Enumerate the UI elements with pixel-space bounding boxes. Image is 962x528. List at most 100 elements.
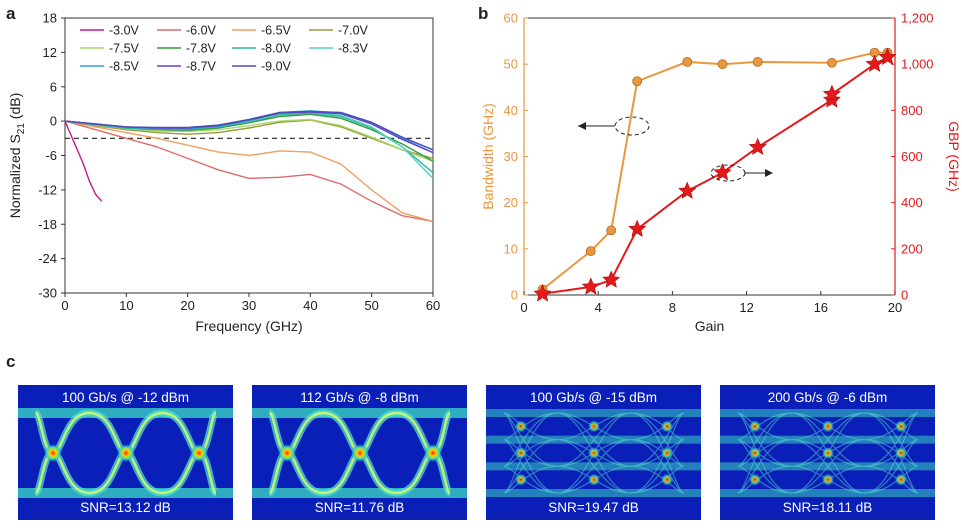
eye-level-rail <box>486 409 701 417</box>
eye-crossing-hotspot <box>895 420 907 433</box>
legend-entry: -6.5V <box>261 24 292 38</box>
right-axis-indicator-ellipse <box>710 164 746 182</box>
legend-entry: -6.0V <box>186 24 217 38</box>
right-axis-indicator-arrowhead <box>765 169 773 177</box>
eye-crossing-hotspot <box>190 444 208 462</box>
gbp-star-point <box>713 163 732 181</box>
eye-crossing-hotspot <box>749 473 761 486</box>
chart-a-frequency-response: 0 10 20 30 40 50 60 -30 -24 -18 -12 -6 0 6 12 18 Frequen… <box>7 11 440 335</box>
eye-level-rail <box>486 489 701 497</box>
x-tick-label: 40 <box>303 298 317 313</box>
panel-label-c: c <box>6 352 16 371</box>
y-tick-label: -18 <box>38 217 57 232</box>
eye-diagram-title: 100 Gb/s @ -12 dBm <box>61 390 189 405</box>
eye-diagram-title: 100 Gb/s @ -15 dBm <box>529 390 657 405</box>
eye-crossing-hotspot <box>661 473 673 486</box>
eye-crossing-hotspot <box>515 447 527 459</box>
eye-crossing-hotspot <box>749 447 761 459</box>
legend-entry: -7.0V <box>338 24 369 38</box>
series-line <box>64 110 434 151</box>
x-axis-label: Gain <box>695 318 725 334</box>
eye-diagram: 200 Gb/s @ -6 dBm SNR=18.11 dB <box>720 385 935 520</box>
eye-diagram: 112 Gb/s @ -8 dBm SNR=11.76 dB <box>252 385 467 520</box>
bandwidth-point <box>827 57 837 68</box>
eye-level-rail <box>486 462 701 471</box>
eye-crossing-hotspot <box>661 447 673 459</box>
legend-entry: -3.0V <box>109 24 140 38</box>
x-tick-label: 20 <box>180 298 194 313</box>
eye-crossing-hotspot <box>351 444 369 462</box>
bandwidth-point <box>606 225 617 236</box>
eye-crossing-hotspot <box>661 420 673 433</box>
eye-crossing-hotspot <box>424 444 442 462</box>
left-tick-label: 30 <box>504 149 518 164</box>
x-tick-label: 60 <box>426 298 440 313</box>
eye-crossing-hotspot <box>749 420 761 433</box>
y-tick-label: 12 <box>43 45 57 60</box>
eye-diagram-snr: SNR=13.12 dB <box>80 500 171 515</box>
x-tick-label: 12 <box>739 300 753 315</box>
gbp-star-point <box>748 137 767 156</box>
chart-b-bandwidth-gbp: 0 4 8 12 16 20010203040506002004006008001,000… <box>480 11 962 335</box>
gbp-star-point <box>865 54 884 72</box>
left-axis-indicator-arrowhead <box>578 122 586 130</box>
bandwidth-point <box>632 76 643 87</box>
x-tick-label: 10 <box>119 298 133 313</box>
right-tick-label: 1,000 <box>901 57 934 72</box>
y-tick-label: -12 <box>38 182 57 197</box>
eye-diagram-graphic <box>252 385 467 520</box>
eye-rail-top <box>18 408 233 418</box>
bandwidth-point <box>752 56 763 67</box>
gbp-star-point <box>581 277 600 295</box>
x-tick-label: 50 <box>364 298 378 313</box>
legend-entry: -8.0V <box>261 42 292 56</box>
eye-crossing-hotspot <box>44 444 62 462</box>
eye-diagram: 100 Gb/s @ -15 dBm SNR=19.47 dB <box>486 385 701 520</box>
gbp-star-point <box>678 181 697 199</box>
series-line <box>64 119 434 160</box>
gbp-star-point <box>533 284 552 302</box>
legend-entry: -8.5V <box>109 60 140 74</box>
legend-entry: -7.5V <box>109 42 140 56</box>
gbp-star-point <box>878 47 897 66</box>
panel-label-a: a <box>6 4 16 23</box>
left-tick-label: 0 <box>511 288 518 303</box>
left-tick-label: 50 <box>504 57 518 72</box>
y-tick-label: -30 <box>38 286 57 301</box>
eye-crossing-hotspot <box>515 473 527 486</box>
series-line <box>64 120 434 223</box>
legend-entry: -8.3V <box>338 42 369 56</box>
eye-crossing-hotspot <box>822 420 834 433</box>
series-line <box>64 120 434 223</box>
gbp-star-point <box>627 219 647 238</box>
left-axis-label: Bandwidth (GHz) <box>480 103 496 210</box>
eye-crossing-hotspot <box>278 444 296 462</box>
y-tick-label: 0 <box>50 114 57 129</box>
legend-entry: -7.8V <box>186 42 217 56</box>
right-tick-label: 600 <box>901 149 923 164</box>
x-tick-label: 0 <box>61 298 68 313</box>
legend-entry: -8.7V <box>186 60 217 74</box>
eye-crossing-hotspot <box>588 447 600 459</box>
y-tick-label: 18 <box>43 11 57 26</box>
left-tick-label: 20 <box>504 195 518 210</box>
eye-crossing-hotspot <box>895 473 907 486</box>
eye-crossing-hotspot <box>588 420 600 433</box>
y-axis-label: Normalized S21 (dB) <box>7 93 27 219</box>
eye-diagram-snr: SNR=11.76 dB <box>314 500 405 515</box>
x-axis-label: Frequency (GHz) <box>195 318 302 334</box>
right-tick-label: 1,200 <box>901 11 934 26</box>
gbp-star-point <box>822 90 842 108</box>
eye-crossing-hotspot <box>822 473 834 486</box>
eye-level-rail <box>720 435 935 444</box>
eye-diagram-title: 112 Gb/s @ -8 dBm <box>300 390 419 405</box>
y-tick-label: -6 <box>45 148 57 163</box>
eye-diagram-snr: SNR=18.11 dB <box>782 500 873 515</box>
eye-rail-top <box>252 408 467 418</box>
legend-entry: -9.0V <box>261 60 292 74</box>
eye-crossing-hotspot <box>822 447 834 459</box>
series-line <box>64 120 103 202</box>
eye-crossing-hotspot <box>515 420 527 433</box>
left-tick-label: 40 <box>504 103 518 118</box>
eye-diagram-graphic <box>720 385 935 520</box>
